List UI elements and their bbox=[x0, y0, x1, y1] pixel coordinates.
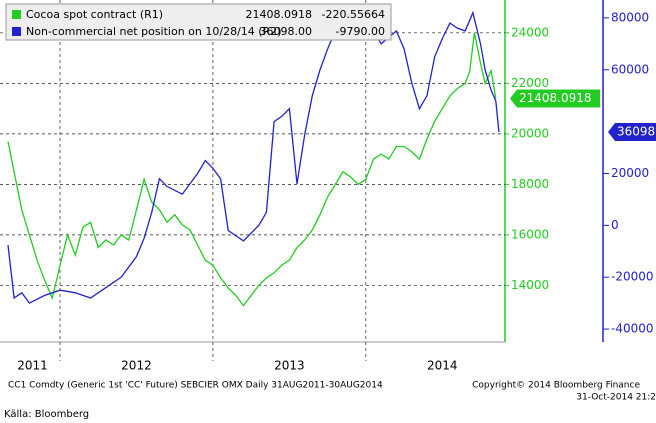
legend-change: -9790.00 bbox=[336, 25, 385, 38]
value-flag bbox=[510, 89, 600, 108]
series-line bbox=[7, 32, 497, 307]
value-flag bbox=[608, 122, 656, 141]
y-tick-label: 20000 bbox=[511, 126, 549, 140]
y2-tick-label: 60000 bbox=[611, 62, 649, 76]
series-line bbox=[7, 3, 500, 304]
copyright: Copyright© 2014 Bloomberg Finance bbox=[472, 381, 640, 391]
value-flag-label: 21408.0918 bbox=[519, 91, 592, 105]
x-tick-label: 2011 bbox=[17, 359, 48, 373]
legend-swatch bbox=[12, 10, 21, 19]
x-tick-label: 2014 bbox=[427, 359, 458, 373]
y-tick-label: 18000 bbox=[511, 177, 549, 191]
legend-label: Cocoa spot contract (R1) bbox=[26, 8, 163, 21]
y-tick-label: 16000 bbox=[511, 227, 549, 241]
legend-swatch bbox=[12, 27, 21, 36]
y-tick-label: 14000 bbox=[511, 278, 549, 292]
legend: Cocoa spot contract (R1) 21408.0918 -220… bbox=[5, 3, 392, 41]
source: Källa: Bloomberg bbox=[4, 409, 89, 420]
y-tick-label: 22000 bbox=[511, 76, 549, 90]
y2-tick-label: 0 bbox=[611, 218, 619, 232]
date: 31-Oct-2014 21:2 bbox=[576, 393, 656, 403]
value-flag-label: 36098 bbox=[617, 124, 655, 138]
x-tick-label: 2012 bbox=[121, 359, 152, 373]
y2-tick-label: -20000 bbox=[611, 270, 654, 284]
footer: CC1 Comdty (Generic 1st 'CC' Future) SEB… bbox=[8, 381, 383, 391]
x-tick-label: 2013 bbox=[274, 359, 305, 373]
legend-box bbox=[5, 3, 392, 41]
y2-tick-label: 80000 bbox=[611, 10, 649, 24]
legend-last: 36098.00 bbox=[260, 25, 313, 38]
y-tick-label: 24000 bbox=[511, 25, 549, 39]
legend-last: 21408.0918 bbox=[246, 8, 312, 21]
legend-label: Non-commercial net position on 10/28/14 … bbox=[26, 25, 282, 38]
y2-tick-label: 20000 bbox=[611, 166, 649, 180]
y2-tick-label: -40000 bbox=[611, 322, 654, 336]
legend-change: -220.55664 bbox=[322, 8, 385, 21]
